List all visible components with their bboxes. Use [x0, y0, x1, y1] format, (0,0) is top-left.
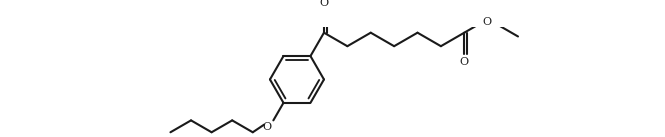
Text: O: O	[483, 17, 491, 27]
Text: O: O	[319, 0, 329, 8]
Text: O: O	[460, 57, 469, 67]
Text: O: O	[262, 122, 271, 132]
